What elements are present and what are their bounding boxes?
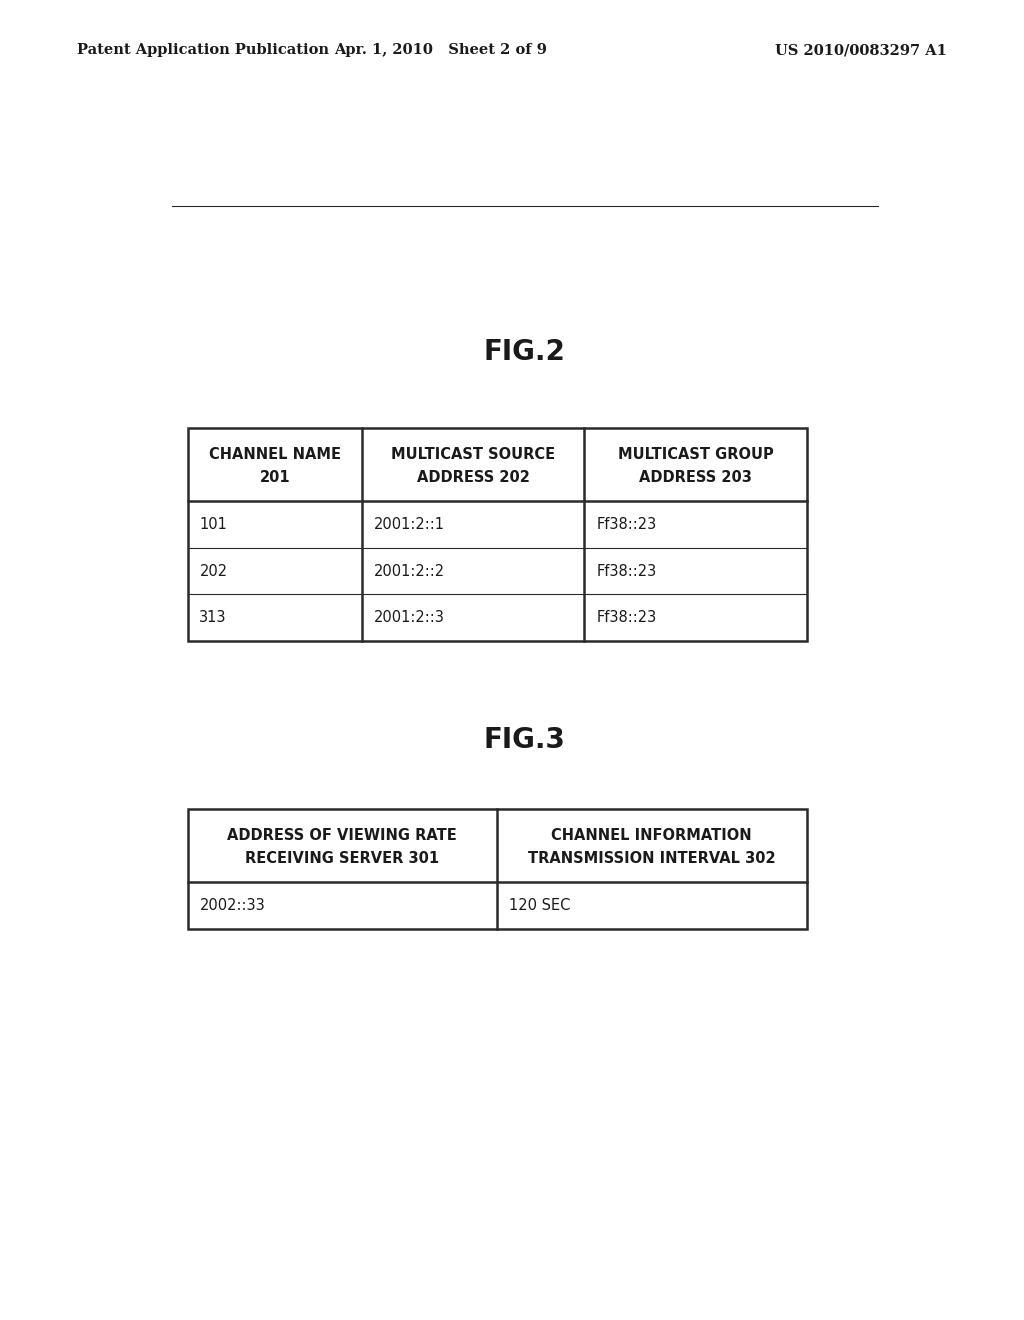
Text: 2001:2::2: 2001:2::2 — [374, 564, 445, 578]
Text: MULTICAST GROUP: MULTICAST GROUP — [617, 447, 773, 462]
Text: 202: 202 — [200, 564, 227, 578]
Text: 201: 201 — [259, 470, 290, 484]
Text: 101: 101 — [200, 517, 227, 532]
Text: Ff38::23: Ff38::23 — [596, 564, 656, 578]
Text: 2002::33: 2002::33 — [200, 898, 265, 913]
Text: MULTICAST SOURCE: MULTICAST SOURCE — [391, 447, 555, 462]
Text: CHANNEL INFORMATION: CHANNEL INFORMATION — [552, 828, 752, 843]
Text: FIG.2: FIG.2 — [484, 338, 565, 366]
Text: 120 SEC: 120 SEC — [509, 898, 570, 913]
Text: 2001:2::3: 2001:2::3 — [374, 610, 444, 626]
Text: US 2010/0083297 A1: US 2010/0083297 A1 — [775, 44, 947, 57]
Text: ADDRESS OF VIEWING RATE: ADDRESS OF VIEWING RATE — [227, 828, 457, 843]
Text: Ff38::23: Ff38::23 — [596, 610, 656, 626]
Text: FIG.3: FIG.3 — [484, 726, 565, 754]
Text: ADDRESS 202: ADDRESS 202 — [417, 470, 529, 484]
Text: TRANSMISSION INTERVAL 302: TRANSMISSION INTERVAL 302 — [528, 851, 775, 866]
Text: Ff38::23: Ff38::23 — [596, 517, 656, 532]
Text: RECEIVING SERVER 301: RECEIVING SERVER 301 — [245, 851, 439, 866]
Text: ADDRESS 203: ADDRESS 203 — [639, 470, 752, 484]
Text: Apr. 1, 2010   Sheet 2 of 9: Apr. 1, 2010 Sheet 2 of 9 — [334, 44, 547, 57]
Bar — [187, 428, 807, 642]
Text: CHANNEL NAME: CHANNEL NAME — [209, 447, 341, 462]
Text: 313: 313 — [200, 610, 227, 626]
Text: Patent Application Publication: Patent Application Publication — [77, 44, 329, 57]
Bar — [187, 809, 807, 929]
Text: 2001:2::1: 2001:2::1 — [374, 517, 445, 532]
